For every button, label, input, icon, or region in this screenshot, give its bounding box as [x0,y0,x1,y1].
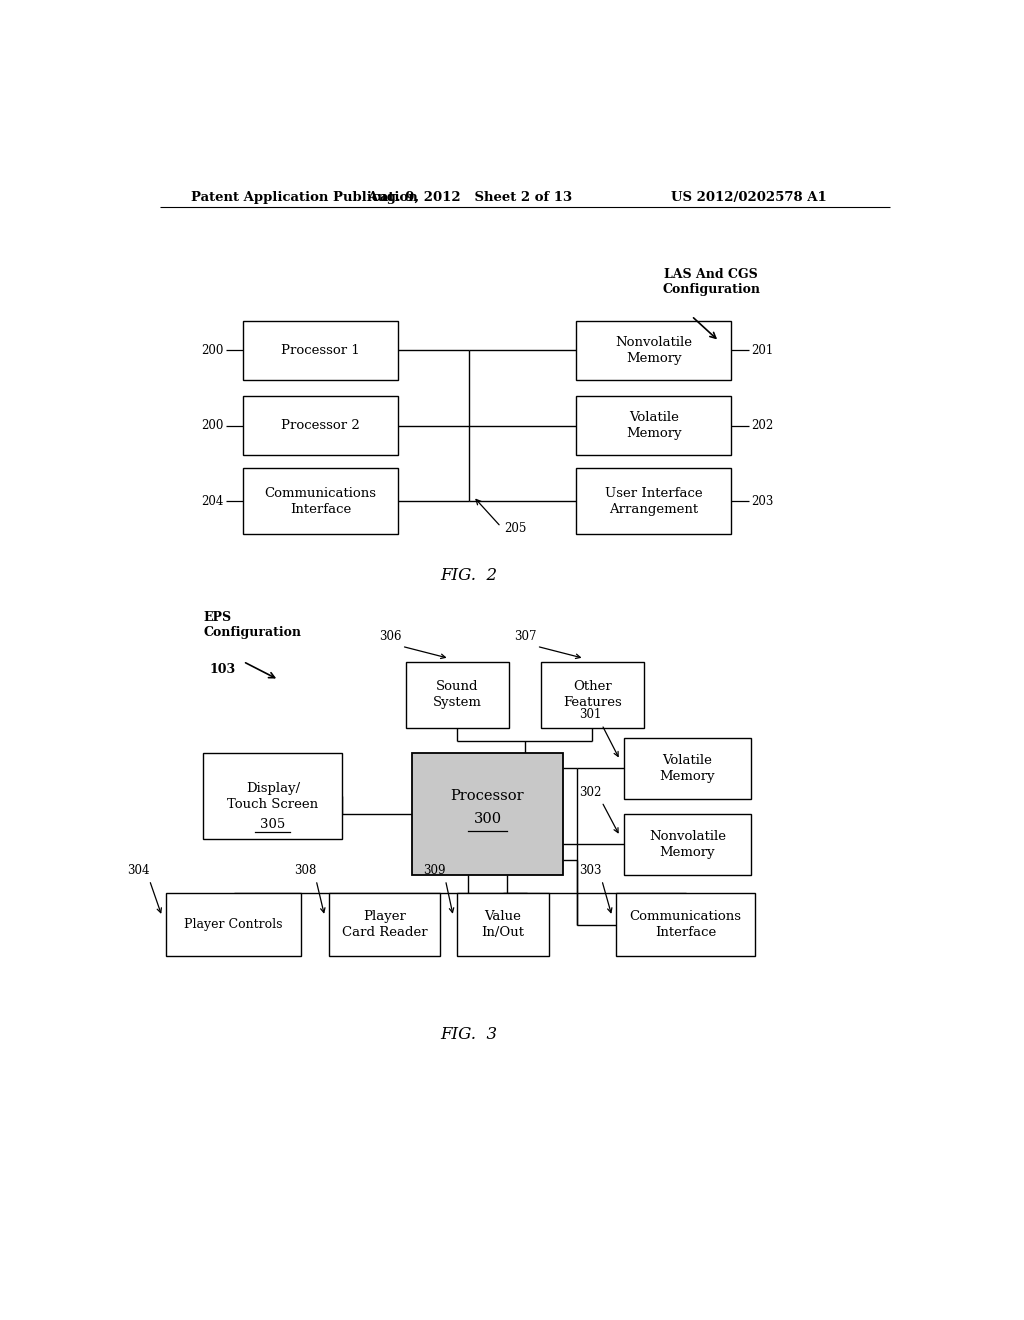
Bar [243,396,397,455]
Text: 203: 203 [751,495,773,508]
Bar [204,752,342,840]
Bar [412,752,563,875]
Text: Touch Screen: Touch Screen [227,797,318,810]
Text: 200: 200 [201,420,223,432]
Text: 201: 201 [751,345,773,356]
Bar [577,321,731,380]
Bar [243,469,397,535]
Text: 204: 204 [201,495,223,508]
Text: 305: 305 [260,817,286,830]
Bar [166,894,301,956]
Text: Display/: Display/ [246,781,300,795]
Text: Communications: Communications [630,909,741,923]
Text: Volatile: Volatile [663,754,713,767]
Text: Interface: Interface [655,927,716,940]
Text: Other: Other [572,680,611,693]
Text: 300: 300 [473,812,502,826]
Text: Interface: Interface [290,503,351,516]
Text: 306: 306 [379,630,401,643]
Text: 202: 202 [751,420,773,432]
Bar [406,661,509,727]
Text: 301: 301 [580,709,602,722]
Text: 307: 307 [514,630,537,643]
Text: 302: 302 [580,785,602,799]
Text: Nonvolatile: Nonvolatile [615,335,692,348]
Bar [329,894,440,956]
Text: 304: 304 [127,865,150,876]
Text: Value: Value [484,909,521,923]
Text: System: System [433,696,481,709]
Text: Sound: Sound [436,680,478,693]
Bar [577,396,731,455]
Bar [624,738,751,799]
Text: Card Reader: Card Reader [342,927,427,940]
Text: US 2012/0202578 A1: US 2012/0202578 A1 [671,190,826,203]
Text: Player: Player [362,909,406,923]
Text: Memory: Memory [659,846,716,859]
Text: 205: 205 [504,523,526,536]
Bar [577,469,731,535]
Text: Nonvolatile: Nonvolatile [649,830,726,843]
Text: FIG.  2: FIG. 2 [440,566,498,583]
Text: Player Controls: Player Controls [184,919,283,932]
Text: EPS
Configuration: EPS Configuration [204,611,301,639]
Text: 308: 308 [294,865,316,876]
Bar [541,661,644,727]
Text: Processor: Processor [451,788,524,803]
Text: Arrangement: Arrangement [609,503,698,516]
Text: Processor 2: Processor 2 [281,420,359,432]
Bar [458,894,549,956]
Text: 103: 103 [210,663,236,676]
Text: Features: Features [563,696,622,709]
Text: Memory: Memory [626,428,682,441]
Text: 303: 303 [580,865,602,876]
Text: Volatile: Volatile [629,411,679,424]
Text: Aug. 9, 2012   Sheet 2 of 13: Aug. 9, 2012 Sheet 2 of 13 [367,190,571,203]
Text: User Interface: User Interface [605,487,702,500]
Bar [243,321,397,380]
Text: Memory: Memory [626,352,682,366]
Bar [616,894,755,956]
Bar [624,814,751,875]
Text: FIG.  3: FIG. 3 [440,1026,498,1043]
Text: LAS And CGS
Configuration: LAS And CGS Configuration [663,268,760,296]
Text: 200: 200 [201,345,223,356]
Text: 309: 309 [423,865,445,876]
Text: Patent Application Publication: Patent Application Publication [191,190,418,203]
Text: In/Out: In/Out [481,927,524,940]
Text: Processor 1: Processor 1 [281,345,359,356]
Text: Memory: Memory [659,770,716,783]
Text: Communications: Communications [264,487,377,500]
